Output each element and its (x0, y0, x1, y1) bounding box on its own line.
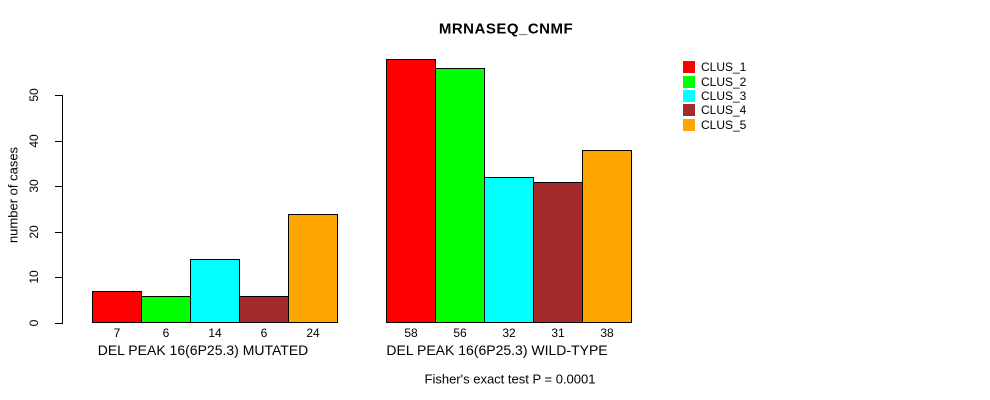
bar-value-label: 6 (162, 326, 170, 340)
legend-swatch (683, 118, 695, 131)
bar-value-label: 56 (453, 326, 467, 340)
bar-value-label: 24 (306, 326, 320, 340)
y-tick-label: 40 (27, 133, 41, 148)
legend-label: CLUS_1 (701, 60, 747, 75)
bar (582, 150, 632, 323)
bar-value-label: 7 (113, 326, 121, 340)
x-group-label: DEL PEAK 16(6P25.3) MUTATED (97, 342, 309, 358)
legend-label: CLUS_4 (701, 103, 747, 118)
y-tick (55, 323, 62, 324)
bar-value-label: 31 (551, 326, 565, 340)
legend-label: CLUS_3 (701, 88, 747, 103)
bar (484, 177, 534, 323)
legend-row: CLUS_1 (683, 60, 746, 74)
y-tick (55, 95, 62, 96)
bar-value-label: 14 (208, 326, 222, 340)
legend-swatch (683, 61, 695, 74)
legend-label: CLUS_5 (701, 117, 747, 132)
x-group-label: DEL PEAK 16(6P25.3) WILD-TYPE (386, 342, 608, 358)
bar-value-label: 32 (502, 326, 516, 340)
legend-swatch (683, 89, 695, 102)
y-tick-label: 30 (27, 179, 41, 193)
y-tick-label: 20 (27, 225, 41, 239)
y-axis-title: number of cases (5, 146, 21, 244)
fisher-test-annotation: Fisher's exact test P = 0.0001 (424, 371, 596, 387)
bar (141, 296, 191, 323)
bar (190, 259, 240, 323)
bar (533, 182, 583, 323)
legend-row: CLUS_4 (683, 103, 746, 117)
y-tick-label: 10 (27, 270, 41, 285)
legend-swatch (683, 75, 695, 88)
legend: CLUS_1 CLUS_2 CLUS_3 CLUS_4 CLUS_5 (683, 60, 746, 132)
y-tick-label: 0 (27, 319, 41, 327)
y-axis-line (62, 95, 63, 324)
legend-row: CLUS_5 (683, 118, 746, 132)
y-tick-label: 50 (27, 88, 41, 102)
y-tick (55, 186, 62, 188)
y-tick (55, 277, 62, 279)
bar (288, 214, 338, 323)
legend-label: CLUS_2 (701, 74, 747, 89)
bar (92, 291, 142, 323)
y-tick (55, 140, 62, 142)
bar (435, 68, 485, 323)
bar (386, 59, 436, 323)
legend-swatch (683, 104, 695, 117)
chart-title: MRNASEQ_CNMF (438, 20, 574, 38)
bar-value-label: 58 (404, 326, 418, 340)
legend-row: CLUS_2 (683, 74, 747, 89)
bar-value-label: 6 (260, 326, 268, 340)
bar (239, 296, 289, 323)
y-tick (55, 231, 62, 233)
bar-value-label: 38 (600, 326, 614, 340)
legend-row: CLUS_3 (683, 89, 746, 103)
